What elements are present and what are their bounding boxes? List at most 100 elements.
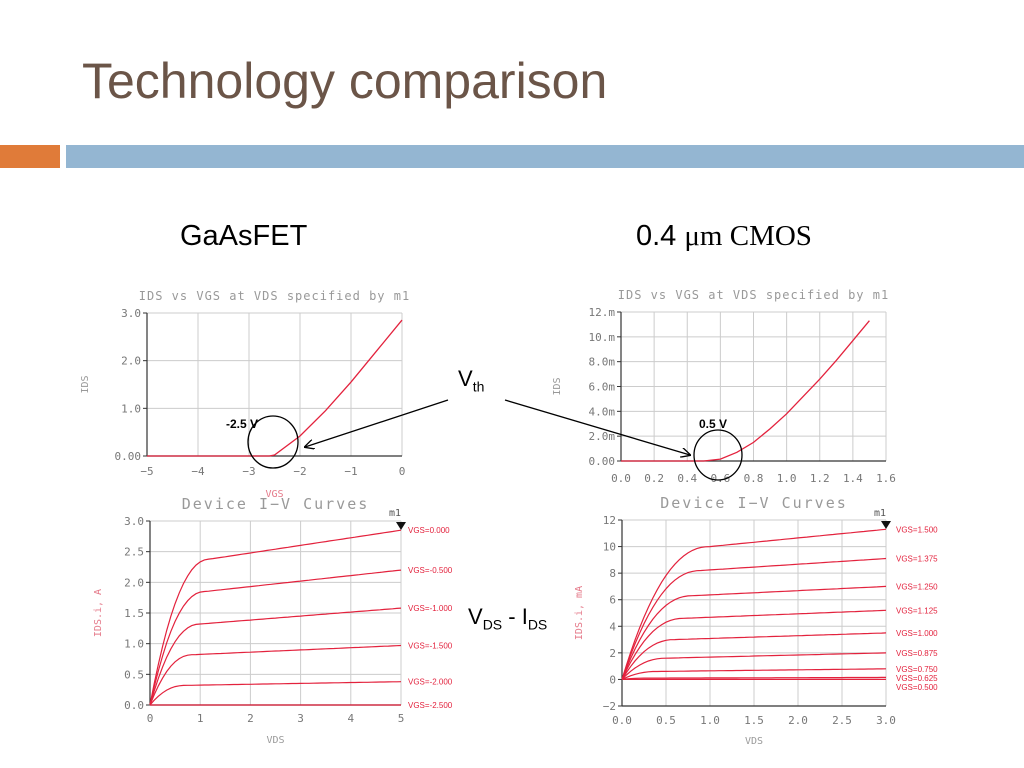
- y-tick-label: 3.0: [121, 307, 141, 320]
- series-line: [149, 529, 402, 706]
- series-line: [149, 681, 402, 706]
- y-tick-label: 12.m: [589, 306, 616, 319]
- series-legend-label: VGS=0.000: [408, 526, 450, 535]
- y-tick-label: 4.0m: [589, 405, 616, 418]
- y-axis-label: IDS: [552, 377, 563, 395]
- y-tick-label: 2.0m: [589, 430, 616, 443]
- series-line: [621, 668, 887, 680]
- x-axis-label: VDS: [745, 736, 763, 747]
- chart-title: Device I−V Curves: [182, 495, 370, 513]
- vth-sub: th: [472, 378, 485, 395]
- y-axis-label: IDS.i, mA: [574, 586, 585, 640]
- y-tick-label: 2: [609, 647, 616, 660]
- series-legend-label: VGS=-1.000: [408, 604, 453, 613]
- heading-cmos-unit: μm CMOS: [684, 220, 812, 252]
- x-tick-label: 4: [347, 712, 354, 725]
- x-tick-label: −1: [344, 465, 357, 478]
- vds-sub: DS: [482, 616, 503, 633]
- series-line: [621, 585, 887, 680]
- series-legend-label: VGS=0.875: [896, 649, 938, 658]
- marker-label: m1: [389, 508, 401, 519]
- vth-arrow-left: [305, 399, 449, 447]
- x-tick-label: 5: [398, 712, 405, 725]
- x-tick-label: 0: [147, 712, 154, 725]
- series-legend-label: VGS=-2.500: [408, 701, 453, 710]
- heading-gaasfet: GaAsFET: [180, 220, 308, 252]
- series-legend-label: VGS=1.250: [896, 582, 938, 591]
- x-tick-label: 2.5: [832, 714, 852, 727]
- y-tick-label: 4: [609, 620, 616, 633]
- accent-bar-orange: [0, 145, 60, 168]
- y-tick-label: 3.0: [124, 515, 144, 528]
- series-line: [621, 652, 887, 680]
- marker-triangle: [881, 521, 891, 529]
- vth-arrow-right: [504, 399, 690, 455]
- vth-circle-right: [693, 429, 743, 481]
- series-legend-label: VGS=0.625: [896, 674, 938, 683]
- series-line: [149, 644, 402, 706]
- y-tick-label: 2.0: [124, 576, 144, 589]
- x-tick-label: 0.6: [710, 472, 730, 485]
- x-tick-label: 3: [297, 712, 304, 725]
- vds-v: V: [468, 604, 483, 629]
- vth-circle-left: [247, 415, 299, 469]
- series-legend-label: VGS=0.500: [896, 683, 938, 692]
- series-legend-label: VGS=0.750: [896, 665, 938, 674]
- chart-gaas-iv: 0.0 0.5 1.0 1.5 2.0 2.5 3.0 0 1 2 3 4 5 Device I−V Cu…: [93, 495, 453, 746]
- chart-title: IDS vs VGS at VDS specified by m1: [618, 288, 889, 302]
- series-legend-label: VGS=1.125: [896, 606, 938, 615]
- y-tick-label: 8: [609, 567, 616, 580]
- x-tick-label: −5: [140, 465, 153, 478]
- y-tick-label: 1.5: [124, 607, 144, 620]
- y-tick-label: 2.5: [124, 546, 144, 559]
- y-tick-label: 6: [609, 594, 616, 607]
- vth-caption: Vth: [458, 366, 484, 394]
- x-tick-label: 3.0: [876, 714, 896, 727]
- x-tick-label: 2: [247, 712, 254, 725]
- x-tick-label: 1.2: [810, 472, 830, 485]
- series-legend-label: VGS=1.000: [896, 629, 938, 638]
- series-legend-label: VGS=-1.500: [408, 642, 453, 651]
- y-tick-label: 10: [603, 541, 616, 554]
- vth-v: V: [458, 366, 473, 391]
- series-legend-label: VGS=1.500: [896, 525, 938, 534]
- x-axis-label: VGS: [265, 489, 283, 500]
- x-tick-label: 0.0: [611, 472, 631, 485]
- ids-mid: - I: [502, 604, 528, 629]
- x-tick-label: 0.5: [656, 714, 676, 727]
- y-tick-label: 8.0m: [589, 356, 616, 369]
- x-tick-label: 1.6: [876, 472, 896, 485]
- series-line: [621, 320, 870, 462]
- series-line: [147, 319, 403, 457]
- y-tick-label: 0: [609, 673, 616, 686]
- heading-cmos-prefix: 0.4: [636, 220, 685, 252]
- x-tick-label: 1: [197, 712, 204, 725]
- y-tick-label: 0.0: [124, 699, 144, 712]
- series-line: [149, 607, 402, 706]
- y-tick-label: 1.0: [121, 402, 141, 415]
- x-tick-label: 0: [399, 465, 406, 478]
- y-tick-label: 6.0m: [589, 381, 616, 394]
- chart-cmos-iv: −2 0 2 4 6 8 10 12 0.0 0.5 1.0 1.5 2.0 2.5 3.0 Device I…: [574, 494, 938, 747]
- heading-cmos: 0.4 μm CMOS: [636, 220, 812, 253]
- series-legend-label: VGS=1.375: [896, 555, 938, 564]
- y-tick-label: 0.00: [115, 450, 142, 463]
- slide-title: Technology comparison: [82, 53, 608, 109]
- x-tick-label: 1.4: [843, 472, 863, 485]
- x-tick-label: 1.0: [777, 472, 797, 485]
- x-tick-label: 2.0: [788, 714, 808, 727]
- y-tick-label: 2.0: [121, 355, 141, 368]
- y-tick-label: 1.0: [124, 638, 144, 651]
- vth-annotation-left: -2.5 V: [226, 417, 258, 431]
- chart-gaas-ids-vgs: 0.00 1.0 2.0 3.0 −5 −4 −3 −2 −1 0 IDS vs VGS at VD…: [80, 289, 409, 500]
- y-tick-label: 0.00: [589, 455, 616, 468]
- series-line: [621, 676, 886, 680]
- x-tick-label: −2: [293, 465, 306, 478]
- marker-label: m1: [874, 508, 886, 519]
- accent-bar-blue: [66, 145, 1024, 168]
- vth-annotation-right: 0.5 V: [699, 417, 727, 431]
- series-line: [621, 557, 887, 680]
- y-tick-label: 12: [603, 514, 616, 527]
- x-tick-label: 0.2: [644, 472, 664, 485]
